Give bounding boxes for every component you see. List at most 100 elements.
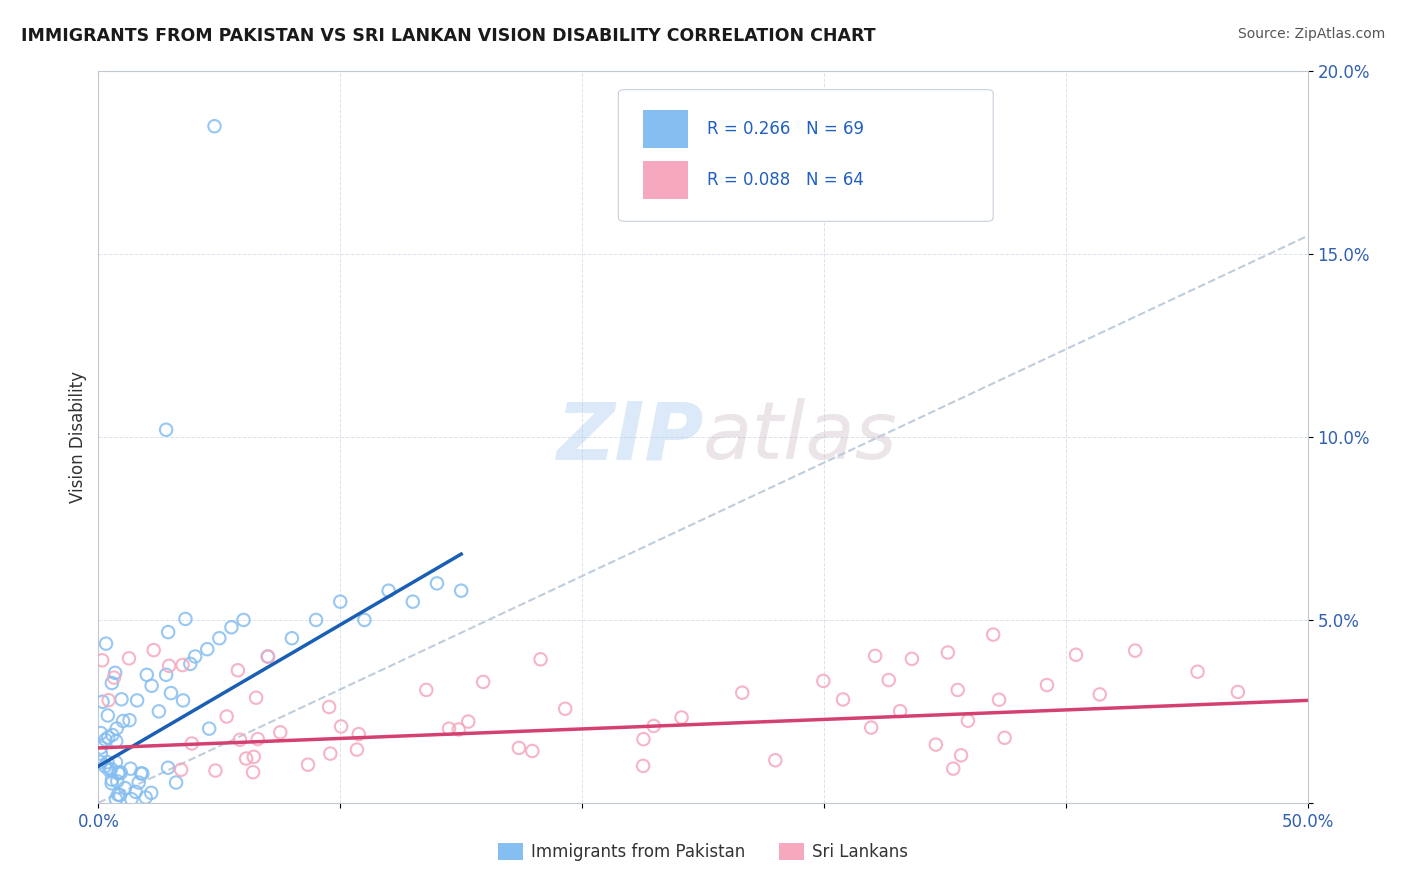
- Point: [860, 721, 883, 735]
- Point: [135, 790, 157, 805]
- Point: [950, 748, 973, 763]
- Point: [157, 658, 180, 673]
- Point: [1064, 648, 1087, 662]
- Point: [832, 692, 855, 706]
- Point: [936, 645, 959, 659]
- Point: [330, 719, 353, 733]
- Point: [508, 740, 530, 755]
- Point: [813, 673, 835, 688]
- Point: [232, 613, 254, 627]
- Point: [105, 722, 128, 736]
- Point: [142, 643, 165, 657]
- Point: [256, 649, 278, 664]
- Point: [112, 714, 135, 728]
- Point: [100, 776, 122, 790]
- Point: [97, 708, 120, 723]
- Point: [90, 747, 112, 761]
- Point: [988, 692, 1011, 706]
- Point: [643, 719, 665, 733]
- Point: [127, 693, 149, 707]
- Point: [522, 744, 544, 758]
- Point: [141, 786, 163, 800]
- Text: Source: ZipAtlas.com: Source: ZipAtlas.com: [1237, 27, 1385, 41]
- Point: [135, 667, 157, 681]
- Text: R = 0.088   N = 64: R = 0.088 N = 64: [707, 171, 863, 189]
- Point: [993, 731, 1015, 745]
- Point: [131, 766, 153, 780]
- Point: [1036, 678, 1059, 692]
- Point: [956, 714, 979, 728]
- Point: [1187, 665, 1209, 679]
- Y-axis label: Vision Disability: Vision Disability: [69, 371, 87, 503]
- Point: [107, 788, 129, 802]
- Point: [120, 792, 142, 806]
- Point: [204, 120, 226, 134]
- Point: [946, 682, 969, 697]
- Point: [633, 732, 655, 747]
- Point: [257, 649, 280, 664]
- Point: [554, 702, 576, 716]
- Point: [215, 709, 238, 723]
- Point: [172, 658, 194, 673]
- Point: [242, 749, 264, 764]
- Point: [235, 751, 257, 765]
- Point: [94, 732, 117, 747]
- Point: [96, 755, 118, 769]
- Point: [889, 704, 911, 718]
- Legend: Immigrants from Pakistan, Sri Lankans: Immigrants from Pakistan, Sri Lankans: [491, 836, 915, 868]
- Point: [221, 620, 243, 634]
- Point: [165, 775, 187, 789]
- Point: [981, 627, 1004, 641]
- Point: [195, 642, 218, 657]
- Point: [1226, 685, 1249, 699]
- Point: [942, 762, 965, 776]
- Point: [97, 731, 120, 745]
- Point: [179, 657, 201, 671]
- Point: [450, 583, 472, 598]
- Point: [242, 765, 264, 780]
- Point: [120, 762, 142, 776]
- Point: [198, 722, 221, 736]
- Point: [108, 788, 131, 802]
- Point: [90, 726, 112, 740]
- Point: [157, 761, 180, 775]
- Point: [97, 693, 120, 707]
- Point: [402, 594, 425, 608]
- Point: [318, 700, 340, 714]
- Point: [101, 676, 124, 690]
- Point: [105, 774, 128, 789]
- Point: [118, 651, 141, 665]
- Point: [346, 742, 368, 756]
- Point: [305, 613, 328, 627]
- Point: [170, 763, 193, 777]
- Point: [731, 686, 754, 700]
- Point: [110, 692, 132, 706]
- Point: [437, 722, 460, 736]
- Point: [107, 766, 129, 780]
- Point: [105, 734, 128, 748]
- FancyBboxPatch shape: [619, 89, 993, 221]
- Point: [90, 740, 112, 755]
- Point: [94, 759, 117, 773]
- Point: [110, 765, 132, 780]
- Point: [1123, 643, 1146, 657]
- Point: [160, 686, 183, 700]
- Point: [90, 755, 112, 769]
- Point: [184, 649, 207, 664]
- Point: [763, 753, 786, 767]
- Point: [877, 673, 900, 687]
- Point: [157, 625, 180, 640]
- FancyBboxPatch shape: [643, 110, 689, 148]
- Point: [229, 732, 252, 747]
- Point: [107, 765, 129, 780]
- Point: [155, 667, 177, 681]
- Text: IMMIGRANTS FROM PAKISTAN VS SRI LANKAN VISION DISABILITY CORRELATION CHART: IMMIGRANTS FROM PAKISTAN VS SRI LANKAN V…: [21, 27, 876, 45]
- Point: [174, 612, 197, 626]
- Point: [472, 674, 495, 689]
- Point: [863, 648, 886, 663]
- Point: [101, 772, 124, 787]
- Point: [101, 728, 124, 742]
- Point: [415, 682, 437, 697]
- Point: [100, 762, 122, 776]
- Point: [114, 781, 136, 796]
